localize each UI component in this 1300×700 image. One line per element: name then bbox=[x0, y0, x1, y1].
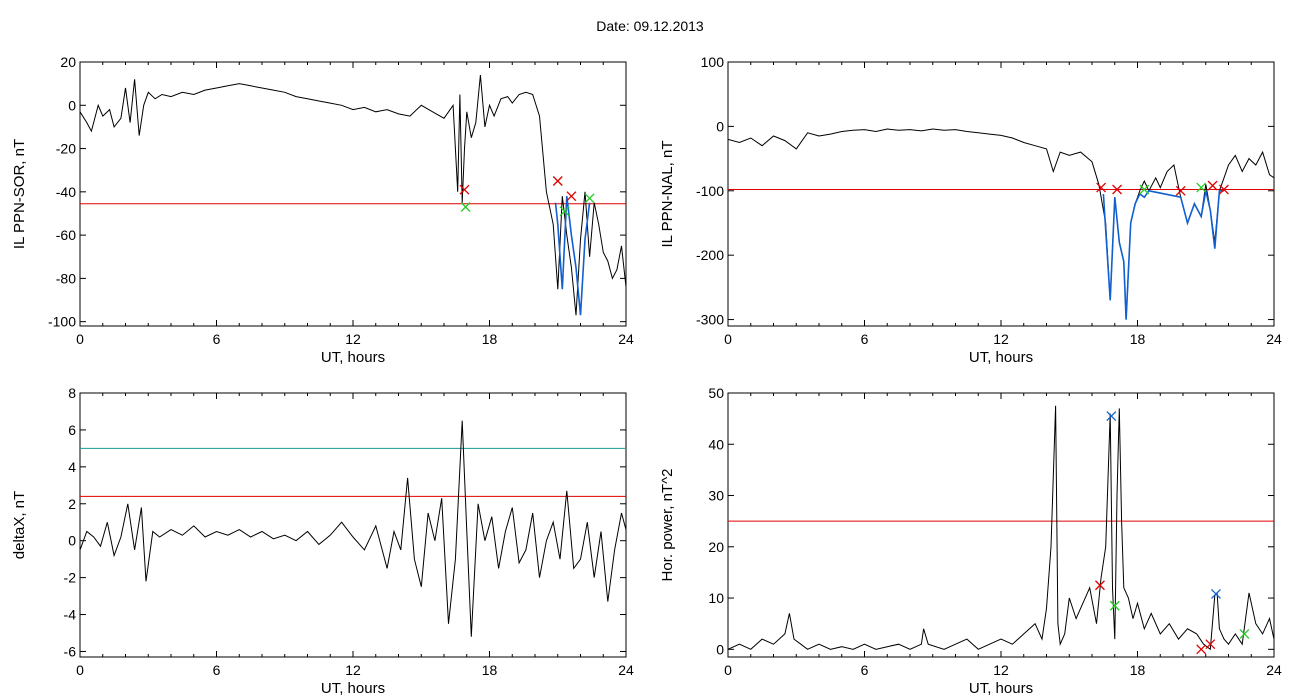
y-axis-label: deltaX, nT bbox=[11, 491, 28, 559]
y-tick-label: 40 bbox=[708, 436, 724, 452]
highlight-line bbox=[1102, 189, 1224, 320]
y-axis-label: IL PPN-SOR, nT bbox=[11, 139, 28, 249]
x-tick-label: 0 bbox=[76, 662, 84, 678]
marker-red bbox=[1207, 180, 1218, 191]
series-line bbox=[728, 405, 1274, 651]
x-tick-label: 24 bbox=[1266, 662, 1282, 678]
x-tick-label: 12 bbox=[345, 331, 361, 347]
x-tick-label: 6 bbox=[213, 662, 221, 678]
chart-power: 0 6 12 18 24 50 40 30 20 10 0 UT, hours Hor. power, … bbox=[659, 385, 1282, 697]
y-axis-label: Hor. power, nT^2 bbox=[659, 469, 676, 582]
y-tick-label: -40 bbox=[56, 184, 76, 200]
series-line bbox=[80, 74, 626, 316]
chart-nal: 0 6 12 18 24 100 0 -100 -200 -300 UT, hours IL PPN-… bbox=[659, 54, 1282, 366]
x-axis-label: UT, hours bbox=[321, 680, 385, 697]
marker-red bbox=[1196, 644, 1207, 655]
y-tick-label: 100 bbox=[701, 54, 725, 70]
x-tick-label: 18 bbox=[482, 662, 498, 678]
y-axis-label: IL PPN-NAL, nT bbox=[659, 141, 676, 248]
y-tick-label: 2 bbox=[68, 496, 76, 512]
y-tick-label: -80 bbox=[56, 270, 76, 286]
x-tick-label: 0 bbox=[76, 331, 84, 347]
x-tick-label: 12 bbox=[993, 331, 1009, 347]
x-tick-label: 24 bbox=[618, 331, 634, 347]
marker-red bbox=[1218, 184, 1229, 195]
chart-sor: 0 6 12 18 24 20 0 -20 -40 -60 -80 -100 UT, hours IL P… bbox=[11, 54, 634, 366]
plot-frame bbox=[727, 61, 1275, 327]
y-tick-label: 30 bbox=[708, 488, 724, 504]
y-tick-label: -20 bbox=[56, 141, 76, 157]
plot-area bbox=[80, 74, 626, 316]
y-tick-label: 10 bbox=[708, 590, 724, 606]
marker-red bbox=[566, 191, 577, 202]
x-axis-label: UT, hours bbox=[321, 349, 385, 366]
marker-blue bbox=[1106, 411, 1117, 422]
x-tick-label: 18 bbox=[1130, 331, 1146, 347]
x-tick-label: 18 bbox=[482, 331, 498, 347]
marker-green bbox=[584, 193, 595, 204]
series-line bbox=[80, 420, 626, 637]
y-tick-label: 20 bbox=[708, 539, 724, 555]
x-tick-label: 6 bbox=[861, 662, 869, 678]
marker-green bbox=[559, 206, 570, 217]
x-tick-label: 6 bbox=[213, 331, 221, 347]
date-label: Date: bbox=[596, 18, 630, 34]
marker-red bbox=[1112, 184, 1122, 195]
plot-area bbox=[728, 128, 1274, 320]
marker-green bbox=[1139, 184, 1150, 195]
x-tick-label: 12 bbox=[345, 662, 361, 678]
y-tick-label: -100 bbox=[48, 314, 76, 330]
x-axis-label: UT, hours bbox=[969, 349, 1033, 366]
y-tick-label: 6 bbox=[68, 422, 76, 438]
y-tick-label: 50 bbox=[708, 385, 724, 401]
plot-frame bbox=[79, 61, 627, 327]
x-tick-label: 18 bbox=[1130, 662, 1146, 678]
x-tick-label: 12 bbox=[993, 662, 1009, 678]
marker-green bbox=[1196, 182, 1207, 193]
x-tick-label: 24 bbox=[1266, 331, 1282, 347]
plot-area bbox=[80, 420, 626, 637]
marker-red bbox=[552, 176, 563, 186]
x-tick-label: 24 bbox=[618, 662, 634, 678]
highlight-line bbox=[554, 196, 591, 316]
x-tick-label: 6 bbox=[861, 331, 869, 347]
marker-green bbox=[1109, 600, 1120, 611]
y-tick-label: 20 bbox=[60, 54, 76, 70]
marker-green bbox=[1239, 628, 1250, 639]
y-tick-label: -2 bbox=[64, 570, 77, 586]
plot-area bbox=[728, 405, 1274, 655]
marker-red bbox=[1175, 185, 1186, 196]
marker-red bbox=[1095, 580, 1105, 591]
plot-frame bbox=[727, 392, 1275, 658]
x-axis-label: UT, hours bbox=[969, 680, 1033, 697]
y-tick-label: -100 bbox=[696, 183, 724, 199]
marker-red bbox=[1096, 182, 1107, 193]
chart-deltax: 0 6 12 18 24 8 6 4 2 0 -2 -4 -6 UT, hours deltaX, nT bbox=[11, 385, 634, 697]
date-value: 09.12.2013 bbox=[633, 18, 704, 34]
y-tick-label: 0 bbox=[716, 641, 724, 657]
y-tick-label: 4 bbox=[68, 459, 76, 475]
marker-green bbox=[460, 202, 471, 212]
y-tick-label: -200 bbox=[696, 247, 724, 263]
y-tick-label: 0 bbox=[716, 118, 724, 134]
marker-red bbox=[1205, 639, 1216, 650]
plot-frame bbox=[79, 392, 627, 658]
y-tick-label: -60 bbox=[56, 227, 76, 243]
y-tick-label: 0 bbox=[68, 533, 76, 549]
y-tick-label: 8 bbox=[68, 385, 76, 401]
marker-blue bbox=[1211, 588, 1221, 599]
y-tick-label: -300 bbox=[696, 312, 724, 328]
x-tick-label: 0 bbox=[724, 331, 732, 347]
y-tick-label: -4 bbox=[64, 607, 77, 623]
y-tick-label: 0 bbox=[68, 97, 76, 113]
x-tick-label: 0 bbox=[724, 662, 732, 678]
series-line bbox=[728, 128, 1274, 320]
marker-red bbox=[459, 184, 470, 195]
y-tick-label: -6 bbox=[64, 643, 77, 659]
chart-header: Date: 09.12.2013 bbox=[0, 18, 1300, 34]
